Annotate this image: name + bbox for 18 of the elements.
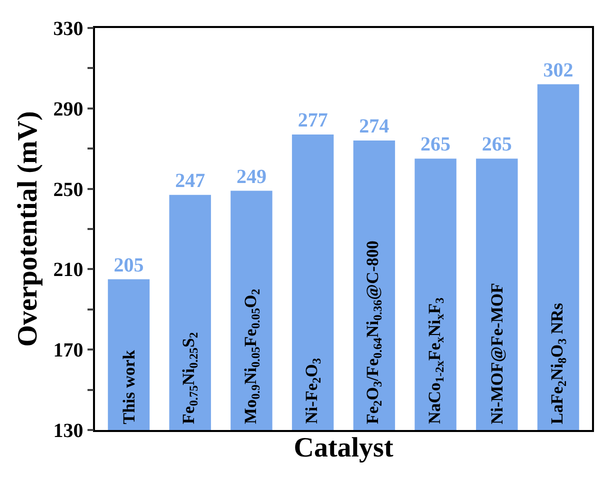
- data-label: 265: [420, 134, 451, 156]
- y-tick-label: 330: [53, 18, 84, 40]
- y-tick-label: 250: [53, 178, 84, 201]
- y-tick-label: 210: [53, 259, 84, 282]
- x-tick-label: Ni-MOF@Fe-MOF: [487, 283, 506, 424]
- y-axis-title: Overpotential (mV): [12, 111, 44, 347]
- y-tick-label: 130: [53, 420, 84, 442]
- data-label: 277: [298, 110, 328, 132]
- y-tick-label: 170: [53, 340, 84, 362]
- data-label: 302: [543, 59, 574, 82]
- data-label: 205: [114, 254, 144, 276]
- data-label: 265: [482, 134, 512, 156]
- data-label: 249: [236, 166, 266, 188]
- y-tick-label: 290: [53, 98, 84, 120]
- x-tick-label: This work: [119, 350, 138, 424]
- data-label: 274: [359, 116, 390, 138]
- x-axis-title: Catalyst: [294, 432, 394, 464]
- data-label: 247: [175, 170, 206, 192]
